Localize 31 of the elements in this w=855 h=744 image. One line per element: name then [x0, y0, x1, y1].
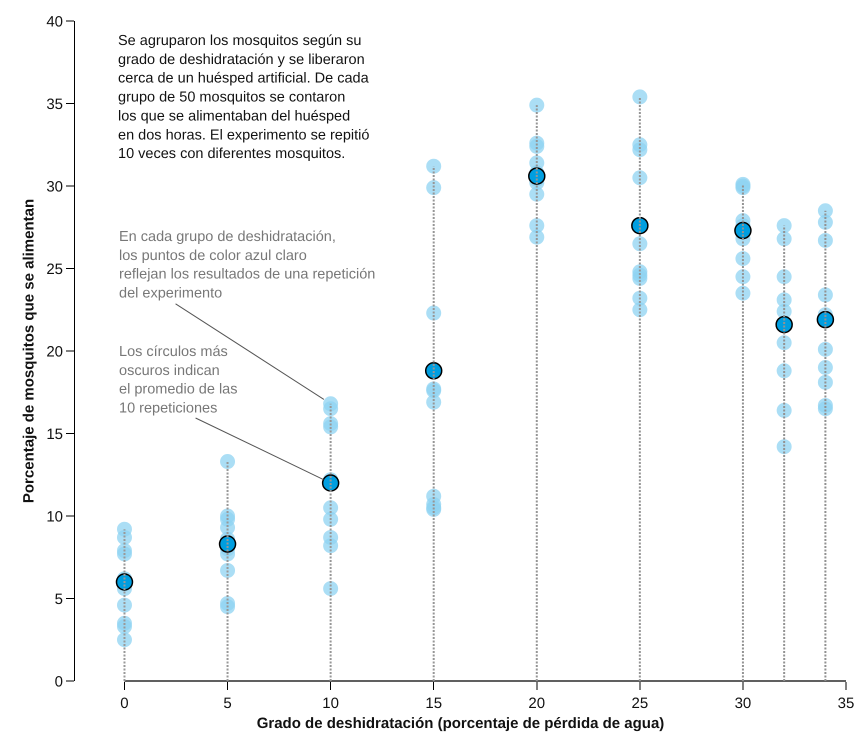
point	[775, 316, 793, 334]
y-tick-label: 10	[46, 508, 63, 526]
point	[734, 222, 752, 240]
y-tick-label: 35	[46, 96, 63, 113]
y-tick-label: 40	[46, 13, 63, 30]
y-tick-label: 15	[46, 426, 63, 443]
x-tick-label: 10	[322, 695, 339, 712]
point	[528, 167, 546, 185]
point	[631, 216, 649, 234]
y-tick-label: 0	[54, 673, 63, 690]
point	[322, 474, 340, 492]
x-tick-label: 0	[120, 695, 129, 712]
point	[116, 573, 134, 591]
point	[816, 310, 834, 328]
y-axis-title: Porcentaje de mosquitos que se alimentan	[20, 198, 38, 504]
y-tick-label: 25	[46, 260, 63, 278]
x-tick-label: 20	[528, 695, 546, 712]
y-tick-label: 30	[46, 178, 63, 196]
annotation: Se agruparon los mosquitos según su grado de deshidratación y se liberaron cerca de un huésped artificial. De cada grupo de 50 mosquitos se contaron los que se alimentaban del huésped en dos horas. El experimento se repitió 10 veces con diferentes mosquitos.	[118, 33, 370, 162]
x-axis-title: Grado de deshidratación (porcentaje de pérdida de agua)	[256, 715, 664, 732]
point	[218, 535, 236, 553]
annotation: En cada grupo de deshidratación, los puntos de color azul claro reflejan los resultados de una repetición del experimento	[119, 229, 376, 302]
x-tick-label: 25	[632, 695, 648, 712]
y-tick-label: 20	[46, 343, 63, 360]
point	[424, 362, 442, 380]
x-tick-label: 15	[425, 695, 442, 712]
x-tick-label: 30	[734, 695, 752, 712]
y-tick-label: 5	[54, 590, 63, 608]
x-tick-label: 5	[223, 695, 232, 712]
annotation: Los círculos más oscuros indican el promedio de las 10 repeticiones	[119, 344, 238, 417]
x-tick-label: 35	[838, 695, 854, 712]
